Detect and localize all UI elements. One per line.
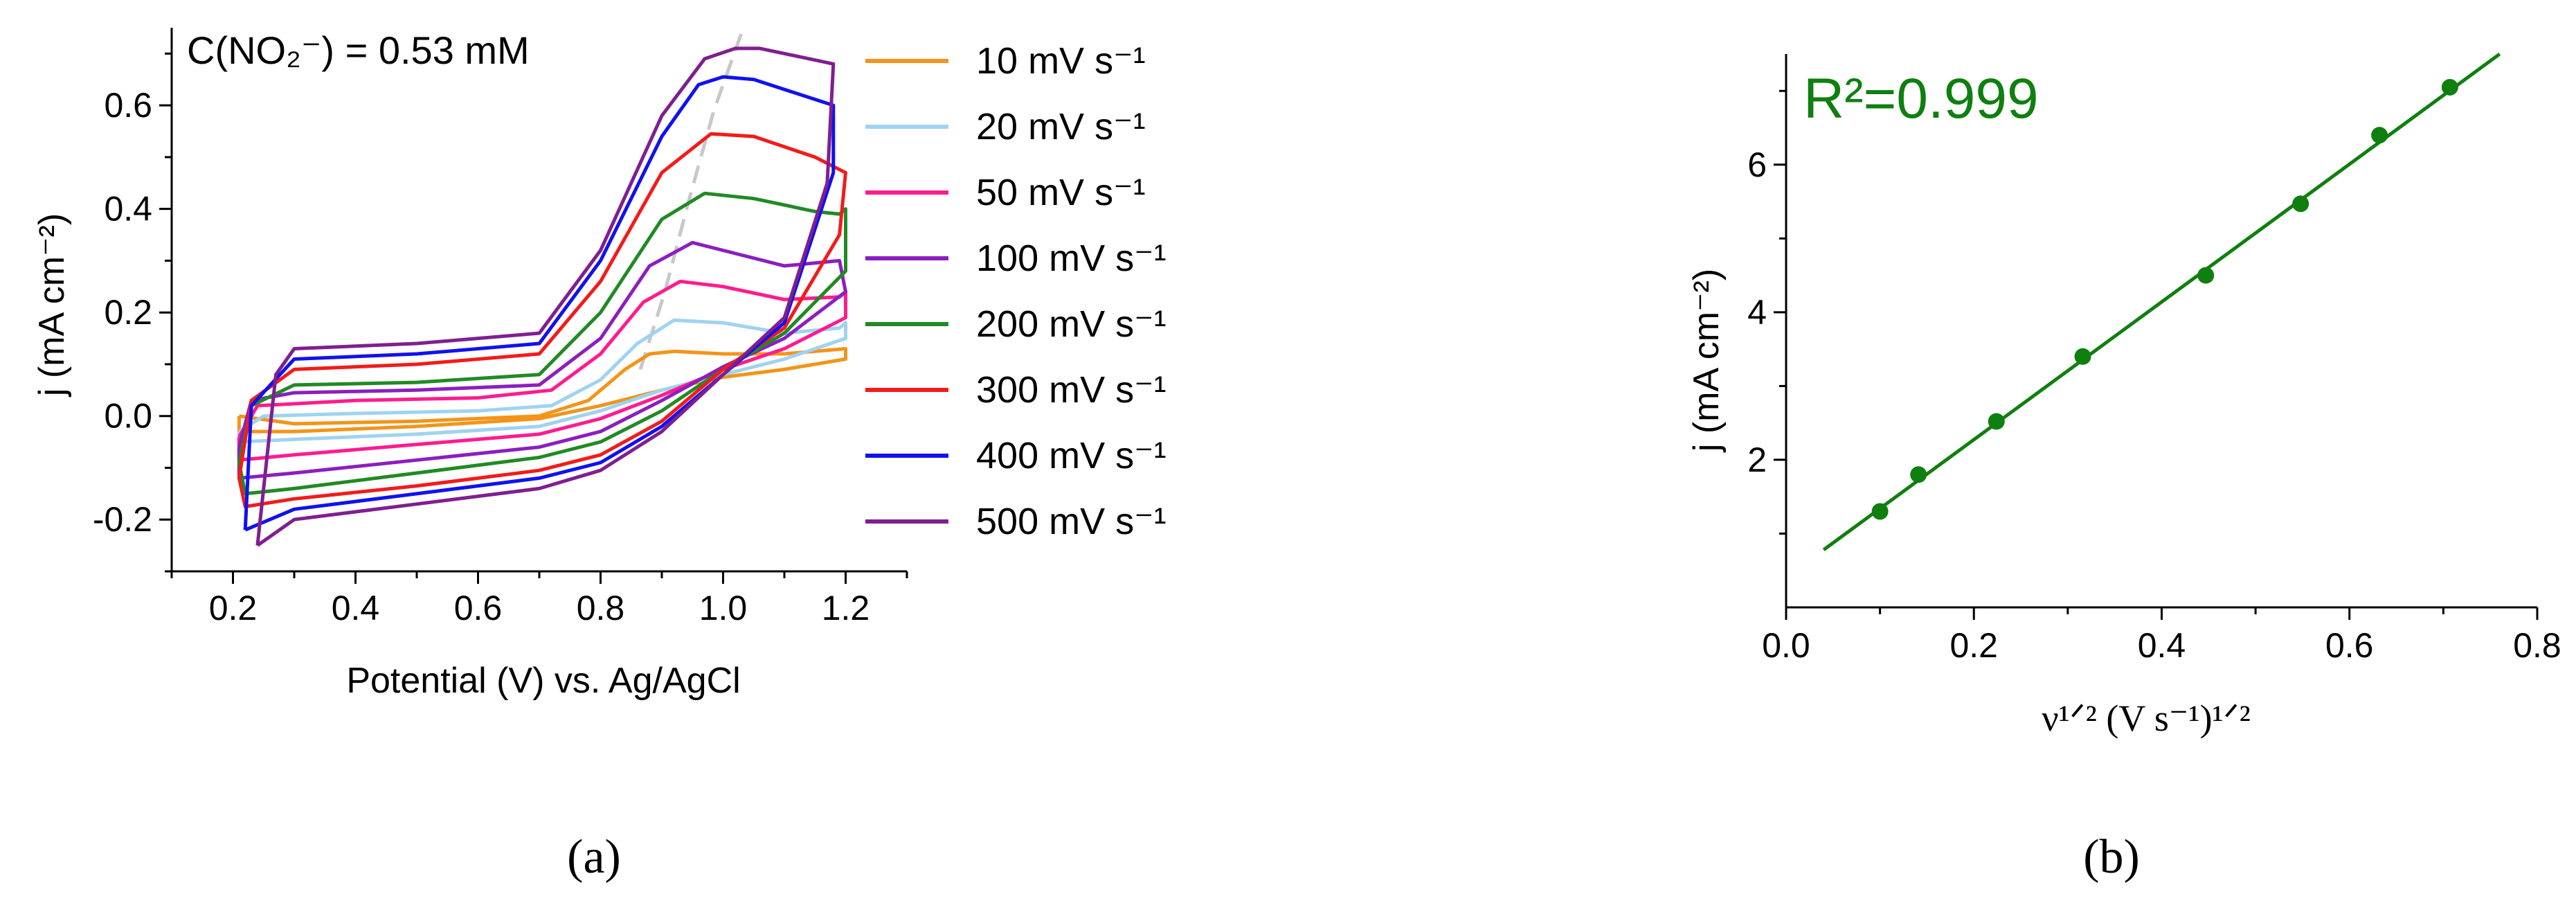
legend-label: 50 mV s⁻¹ <box>976 172 1146 213</box>
panel-a-x-label: Potential (V) vs. Ag/AgCl <box>346 661 740 701</box>
data-point <box>2074 348 2091 365</box>
y-tick-label: 0.2 <box>104 293 152 332</box>
y-tick-label: 0.4 <box>104 190 152 229</box>
panel-b-y-label: j (mA cm⁻²) <box>1686 269 1727 453</box>
x-tick-label: 0.6 <box>2325 626 2374 665</box>
panel-b-x-label: ν¹ᐟ² (V s⁻¹)¹ᐟ² <box>2042 697 2251 739</box>
x-tick-label: 0.8 <box>2513 626 2561 665</box>
y-tick-label: 0.0 <box>104 397 152 436</box>
y-tick-label: -0.2 <box>93 500 152 539</box>
x-tick-label: 0.8 <box>577 589 625 627</box>
legend-label: 10 mV s⁻¹ <box>976 40 1146 82</box>
panel-a-legend: 10 mV s⁻¹ 20 mV s⁻¹ 50 mV s⁻¹ 100 mV s⁻¹ 200… <box>865 40 1167 542</box>
x-tick-label: 1.0 <box>699 589 748 627</box>
cv-curve-8 <box>255 46 836 547</box>
x-tick-label: 0.4 <box>332 589 380 627</box>
panel-a-axes: 0.2 0.4 0.6 0.8 1.0 1.2 -0.2 0.0 0.2 0.4 0.6 <box>93 28 908 627</box>
data-point <box>1910 466 1927 483</box>
data-point <box>2441 78 2458 96</box>
panel-b-plot <box>1822 52 2501 551</box>
cv-curve-6 <box>237 132 847 508</box>
x-tick-label: 0.2 <box>209 589 258 627</box>
panel-b-caption: (b) <box>2083 830 2140 884</box>
x-tick-label: 1.2 <box>822 589 870 627</box>
legend-label: 500 mV s⁻¹ <box>976 501 1167 542</box>
panel-a-annotation: C(NO₂⁻) = 0.53 mM <box>187 28 530 72</box>
legend-label: 300 mV s⁻¹ <box>976 369 1167 411</box>
legend-label: 400 mV s⁻¹ <box>976 435 1167 476</box>
panel-a: 0.2 0.4 0.6 0.8 1.0 1.2 -0.2 0.0 0.2 0.4 0.6 10 mV… <box>32 28 1167 884</box>
panel-a-y-label: j (mA cm⁻²) <box>32 213 72 398</box>
y-tick-label: 6 <box>1747 145 1767 184</box>
panel-b-axes: 0.0 0.2 0.4 0.6 0.8 2 4 6 <box>1747 54 2561 665</box>
data-point <box>1871 503 1889 520</box>
cv-curve-1 <box>237 347 847 434</box>
x-tick-label: 0.6 <box>454 589 503 627</box>
y-tick-label: 4 <box>1747 293 1767 332</box>
y-tick-label: 0.6 <box>104 86 152 125</box>
panel-b-annotation: R²=0.999 <box>1803 67 2039 130</box>
data-point <box>2197 267 2215 284</box>
data-point <box>1988 413 2005 430</box>
legend-label: 200 mV s⁻¹ <box>976 303 1167 345</box>
x-tick-label: 0.4 <box>2138 626 2186 665</box>
panel-a-series <box>237 32 847 547</box>
cv-curve-7 <box>243 75 836 532</box>
panel-a-caption: (a) <box>567 830 621 884</box>
data-point <box>2292 195 2309 213</box>
cv-curve-2 <box>237 318 847 444</box>
data-point <box>2371 127 2388 144</box>
x-tick-label: 0.0 <box>1762 626 1810 665</box>
cv-curve-4 <box>237 240 847 480</box>
x-tick-label: 0.2 <box>1949 626 1998 665</box>
y-tick-label: 2 <box>1747 440 1767 479</box>
legend-label: 100 mV s⁻¹ <box>976 238 1167 279</box>
guide-dashed-line <box>638 32 744 371</box>
panel-b: 0.0 0.2 0.4 0.6 0.8 2 4 6 R²=0.999 ν¹ᐟ² (V s⁻¹)… <box>1686 52 2561 884</box>
legend-label: 20 mV s⁻¹ <box>976 106 1146 148</box>
